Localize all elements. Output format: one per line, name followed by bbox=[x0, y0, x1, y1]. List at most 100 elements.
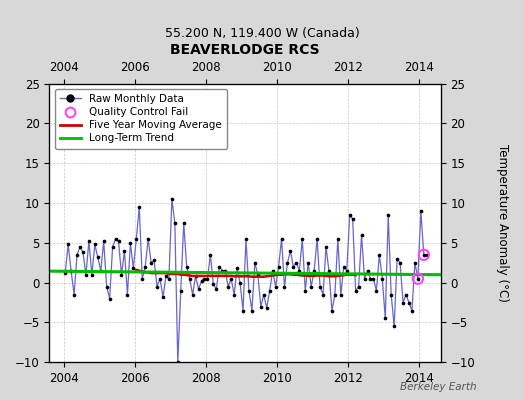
Point bbox=[159, 294, 167, 300]
Point bbox=[233, 265, 241, 272]
Point bbox=[378, 276, 387, 282]
Point bbox=[248, 307, 256, 314]
Point bbox=[366, 276, 375, 282]
Point bbox=[381, 315, 389, 322]
Point bbox=[245, 288, 253, 294]
Point bbox=[295, 268, 303, 274]
Point bbox=[141, 264, 149, 270]
Point bbox=[369, 276, 378, 282]
Point bbox=[191, 273, 200, 280]
Point bbox=[82, 272, 90, 278]
Point bbox=[254, 272, 262, 278]
Point bbox=[263, 305, 271, 311]
Point bbox=[135, 204, 144, 210]
Point bbox=[420, 252, 428, 258]
Point bbox=[126, 240, 135, 246]
Point bbox=[304, 260, 312, 266]
Point bbox=[120, 248, 128, 254]
Point bbox=[283, 260, 292, 266]
Point bbox=[123, 292, 132, 298]
Point bbox=[292, 260, 301, 266]
Point bbox=[73, 252, 81, 258]
Point bbox=[275, 264, 283, 270]
Point bbox=[103, 284, 111, 290]
Point bbox=[180, 220, 188, 226]
Point bbox=[67, 268, 75, 274]
Point bbox=[352, 288, 360, 294]
Point bbox=[390, 323, 398, 330]
Point bbox=[177, 288, 185, 294]
Point bbox=[289, 264, 298, 270]
Point bbox=[417, 208, 425, 214]
Point bbox=[331, 292, 339, 298]
Legend: Raw Monthly Data, Quality Control Fail, Five Year Moving Average, Long-Term Tren: Raw Monthly Data, Quality Control Fail, … bbox=[54, 89, 227, 149]
Point bbox=[307, 284, 315, 290]
Point bbox=[372, 288, 380, 294]
Point bbox=[153, 284, 161, 290]
Point bbox=[242, 236, 250, 242]
Point bbox=[94, 254, 102, 260]
Point bbox=[420, 252, 428, 258]
Y-axis label: Temperature Anomaly (°C): Temperature Anomaly (°C) bbox=[496, 144, 509, 302]
Point bbox=[268, 268, 277, 274]
Point bbox=[343, 268, 351, 274]
Point bbox=[422, 252, 431, 258]
Point bbox=[336, 292, 345, 298]
Point bbox=[194, 286, 203, 292]
Point bbox=[298, 236, 307, 242]
Point bbox=[203, 276, 212, 282]
Point bbox=[286, 248, 294, 254]
Point bbox=[387, 292, 396, 298]
Point bbox=[316, 284, 324, 290]
Point bbox=[96, 268, 105, 274]
Point bbox=[399, 299, 407, 306]
Point bbox=[105, 295, 114, 302]
Point bbox=[271, 284, 280, 290]
Point bbox=[91, 241, 99, 248]
Point bbox=[198, 278, 206, 284]
Point bbox=[396, 260, 405, 266]
Point bbox=[171, 220, 179, 226]
Point bbox=[413, 276, 422, 282]
Point bbox=[363, 268, 372, 274]
Point bbox=[165, 276, 173, 282]
Point bbox=[405, 299, 413, 306]
Point bbox=[361, 276, 369, 282]
Point bbox=[224, 284, 232, 290]
Point bbox=[76, 244, 84, 250]
Text: Berkeley Earth: Berkeley Earth bbox=[400, 382, 477, 392]
Point bbox=[348, 216, 357, 222]
Point bbox=[108, 244, 117, 250]
Point bbox=[277, 236, 286, 242]
Point bbox=[88, 272, 96, 278]
Point bbox=[266, 288, 274, 294]
Point bbox=[206, 252, 215, 258]
Point bbox=[384, 212, 392, 218]
Point bbox=[185, 276, 194, 282]
Point bbox=[239, 307, 247, 314]
Point bbox=[117, 272, 126, 278]
Point bbox=[221, 268, 230, 274]
Point bbox=[322, 244, 330, 250]
Point bbox=[79, 249, 87, 256]
Point bbox=[150, 257, 158, 264]
Point bbox=[85, 238, 93, 244]
Point bbox=[61, 270, 69, 276]
Point bbox=[100, 238, 108, 244]
Point bbox=[402, 292, 410, 298]
Point bbox=[236, 280, 244, 286]
Point bbox=[259, 292, 268, 298]
Title: BEAVERLODGE RCS: BEAVERLODGE RCS bbox=[170, 43, 320, 57]
Point bbox=[413, 276, 422, 282]
Point bbox=[132, 236, 140, 242]
Point bbox=[345, 212, 354, 218]
Point bbox=[70, 292, 78, 298]
Point bbox=[354, 284, 363, 290]
Point bbox=[357, 232, 366, 238]
Point bbox=[215, 264, 224, 270]
Point bbox=[114, 238, 123, 244]
Point bbox=[411, 260, 419, 266]
Point bbox=[393, 256, 401, 262]
Point bbox=[156, 276, 164, 282]
Point bbox=[328, 307, 336, 314]
